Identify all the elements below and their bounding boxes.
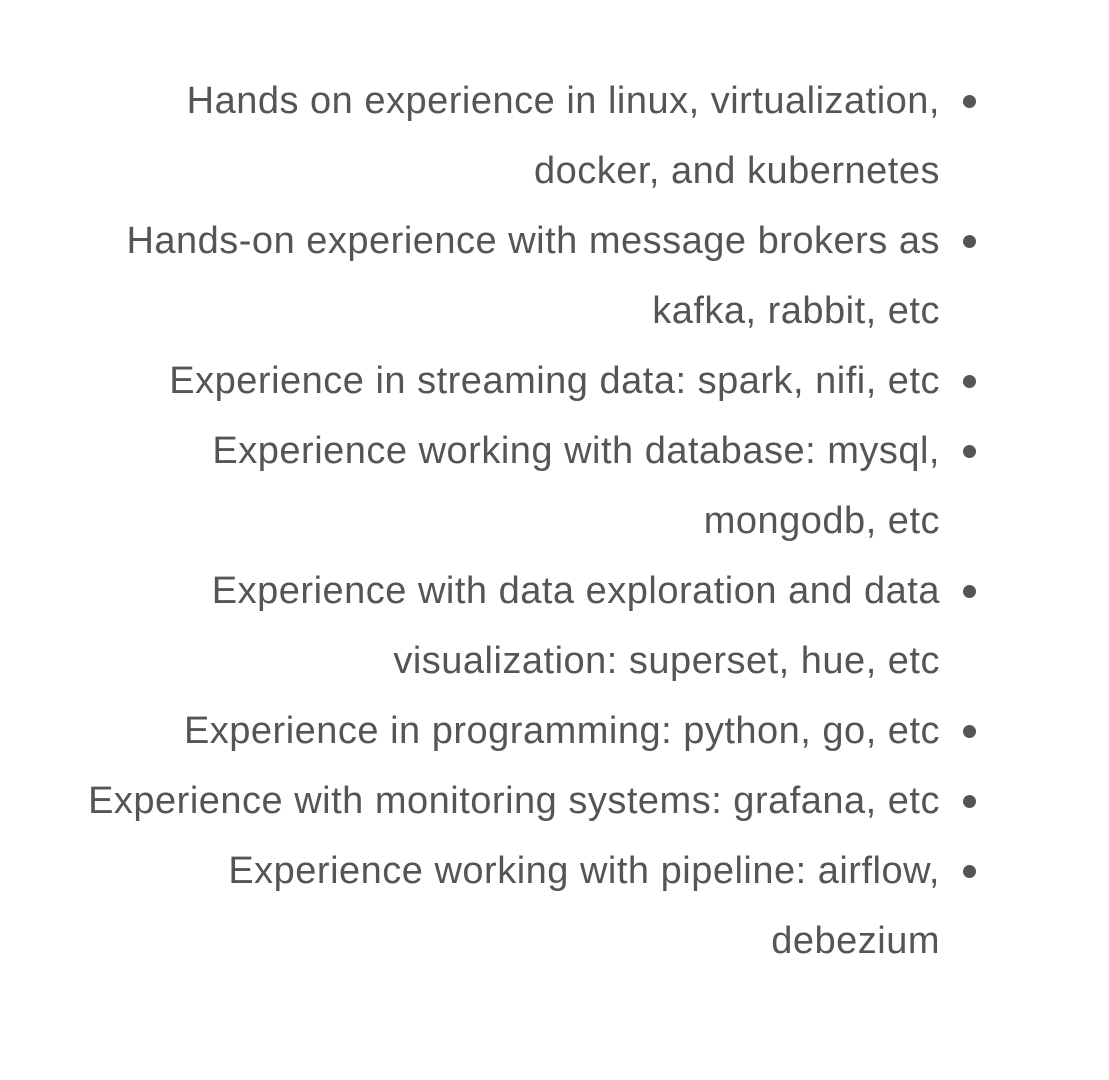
list-item-text: Hands on experience in linux, virtualiza… bbox=[186, 80, 940, 192]
list-item-text: Experience with data exploration and dat… bbox=[211, 570, 940, 682]
list-item: Experience in programming: python, go, e… bbox=[0, 696, 1109, 766]
bullet-icon bbox=[963, 795, 976, 808]
requirements-list: Hands on experience in linux, virtualiza… bbox=[0, 66, 1109, 976]
bullet-icon bbox=[963, 375, 976, 388]
list-item: Experience working with pipeline: airflo… bbox=[0, 836, 1109, 976]
bullet-icon bbox=[963, 585, 976, 598]
list-item: Experience with monitoring systems: graf… bbox=[0, 766, 1109, 836]
list-item: Experience working with database: mysql,… bbox=[0, 416, 1109, 556]
bullet-icon bbox=[963, 725, 976, 738]
bullet-icon bbox=[963, 235, 976, 248]
list-item: Hands-on experience with message brokers… bbox=[0, 206, 1109, 346]
bullet-icon bbox=[963, 445, 976, 458]
bullet-icon bbox=[963, 95, 976, 108]
list-item-text: Experience in programming: python, go, e… bbox=[183, 710, 940, 752]
list-item-text: Experience working with database: mysql,… bbox=[212, 430, 940, 542]
list-item: Experience in streaming data: spark, nif… bbox=[0, 346, 1109, 416]
list-item-text: Experience working with pipeline: airflo… bbox=[228, 850, 940, 962]
list-item-text: Experience in streaming data: spark, nif… bbox=[169, 360, 940, 402]
list-item: Experience with data exploration and dat… bbox=[0, 556, 1109, 696]
list-item-text: Hands-on experience with message brokers… bbox=[126, 220, 940, 332]
list-item-text: Experience with monitoring systems: graf… bbox=[88, 780, 940, 822]
list-item: Hands on experience in linux, virtualiza… bbox=[0, 66, 1109, 206]
bullet-icon bbox=[963, 865, 976, 878]
